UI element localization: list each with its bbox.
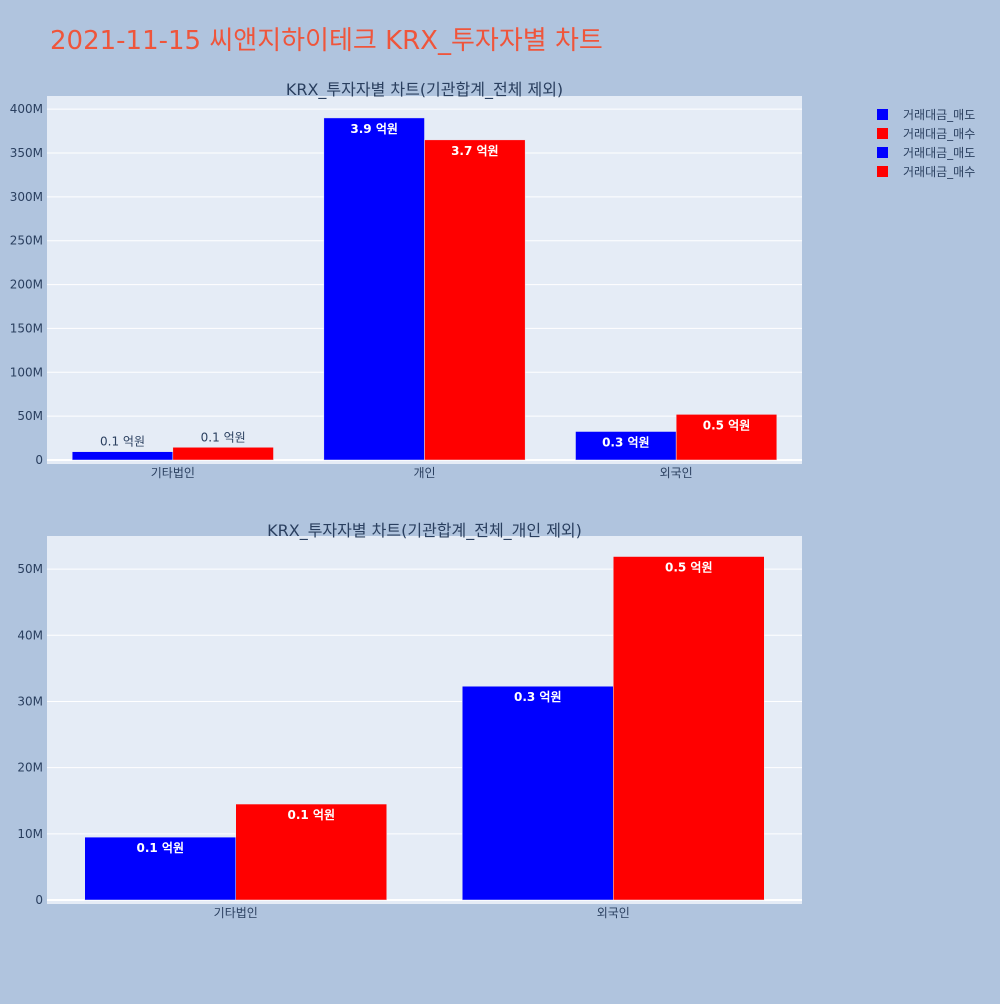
y-tick-label: 250M bbox=[10, 234, 43, 248]
page-title: 2021-11-15 씨앤지하이테크 KRX_투자자별 차트 bbox=[50, 26, 603, 56]
data-label: 0.1 억원 bbox=[136, 841, 184, 855]
bar-sell[interactable] bbox=[323, 117, 425, 461]
legend-item[interactable]: 거래대금_매수 bbox=[877, 127, 975, 141]
y-tick-label: 50M bbox=[17, 409, 43, 423]
legend-label: 거래대금_매도 bbox=[903, 146, 975, 160]
legend-item[interactable]: 거래대금_매도 bbox=[877, 146, 975, 160]
data-label: 3.7 억원 bbox=[451, 144, 499, 158]
y-tick-label: 30M bbox=[17, 694, 43, 708]
legend-label: 거래대금_매도 bbox=[903, 108, 975, 122]
bar-buy[interactable] bbox=[172, 447, 274, 461]
bar-buy[interactable] bbox=[424, 139, 526, 461]
y-tick-label: 0 bbox=[35, 453, 43, 467]
y-tick-label: 0 bbox=[35, 893, 43, 907]
bar-sell[interactable] bbox=[84, 836, 236, 901]
y-tick-label: 50M bbox=[17, 562, 43, 576]
legend-item[interactable]: 거래대금_매도 bbox=[877, 108, 975, 122]
y-tick-label: 200M bbox=[10, 278, 43, 292]
x-tick-label: 외국인 bbox=[597, 906, 630, 920]
data-label: 0.1 억원 bbox=[287, 808, 335, 822]
data-label: 0.3 억원 bbox=[602, 435, 650, 449]
y-tick-label: 300M bbox=[10, 190, 43, 204]
bar-buy[interactable] bbox=[235, 803, 387, 901]
x-tick-label: 외국인 bbox=[660, 466, 693, 480]
y-tick-label: 40M bbox=[17, 628, 43, 642]
x-tick-label: 기타법인 bbox=[214, 906, 258, 920]
chart-title: KRX_투자자별 차트(기관합계_전체 제외) bbox=[286, 80, 563, 100]
y-tick-label: 150M bbox=[10, 321, 43, 335]
chart-panel-2: 0 10M 20M 30M 40M 50M KRX_투자자별 차트(기관합계_전체_개인 제… bbox=[17, 521, 802, 920]
legend-swatch bbox=[877, 128, 888, 139]
bar-sell[interactable] bbox=[71, 451, 174, 461]
legend-swatch bbox=[877, 109, 888, 120]
x-tick-label: 기타법인 bbox=[151, 466, 195, 480]
legend-swatch bbox=[877, 147, 888, 158]
y-tick-label: 20M bbox=[17, 761, 43, 775]
data-label: 0.5 억원 bbox=[703, 418, 751, 432]
y-tick-label: 350M bbox=[10, 146, 43, 160]
bar-sell[interactable] bbox=[575, 431, 677, 461]
chart-title: KRX_투자자별 차트(기관합계_전체_개인 제외) bbox=[267, 521, 582, 541]
data-label: 0.1 억원 bbox=[100, 435, 145, 449]
data-label: 3.9 억원 bbox=[350, 122, 398, 136]
legend-swatch bbox=[877, 166, 888, 177]
x-tick-label: 개인 bbox=[413, 466, 435, 480]
y-tick-label: 100M bbox=[10, 365, 43, 379]
chart-panel-1: 0 50M 100M 150M 200M 250M 300M 350M 400M KRX_투자자별… bbox=[10, 80, 802, 480]
y-tick-label: 400M bbox=[10, 102, 43, 116]
bar-sell[interactable] bbox=[462, 685, 614, 901]
legend-label: 거래대금_매수 bbox=[903, 165, 975, 179]
data-label: 0.1 억원 bbox=[201, 430, 246, 444]
bar-buy[interactable] bbox=[613, 556, 765, 901]
bar-buy[interactable] bbox=[675, 414, 778, 461]
data-label: 0.5 억원 bbox=[665, 561, 713, 575]
legend-item[interactable]: 거래대금_매수 bbox=[877, 165, 975, 179]
legend-label: 거래대금_매수 bbox=[903, 127, 975, 141]
data-label: 0.3 억원 bbox=[514, 690, 562, 704]
y-tick-label: 10M bbox=[17, 827, 43, 841]
